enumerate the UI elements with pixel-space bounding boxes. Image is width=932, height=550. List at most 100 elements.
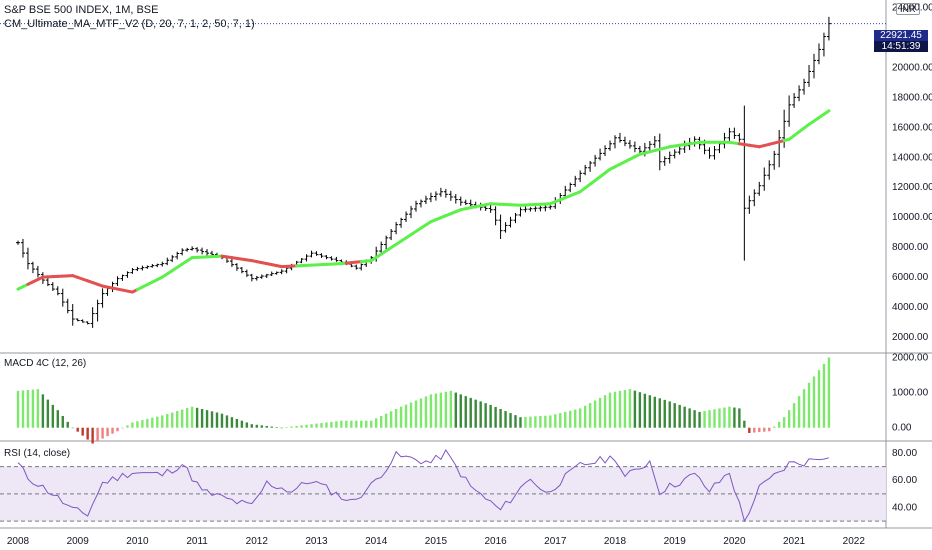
time-axis-tick: 2014 [365,536,388,547]
ohlc-bar [617,132,622,143]
macd-bar [593,400,597,428]
macd-bar [136,421,139,428]
macd-bar [643,393,647,428]
macd-bar [733,407,736,428]
ohlc-bar [608,140,613,151]
ohlc-bar [25,247,30,270]
macd-bar [379,416,383,428]
macd-bar [564,411,567,428]
ohlc-bar [205,249,210,256]
rsi-axis-tick: 80.00 [892,448,917,459]
time-axis-tick: 2019 [664,536,687,547]
macd-bar [529,416,532,428]
ohlc-bar [498,214,503,240]
ohlc-bar [513,212,518,224]
macd-bar [384,413,388,428]
macd-bar [270,426,273,428]
macd-bar [703,411,706,428]
macd-bar [588,403,592,428]
macd-bar [240,420,244,428]
macd-bar [414,400,418,428]
ohlc-bar [538,205,543,212]
macd-bar [46,399,50,428]
ohlc-bar [588,160,593,172]
ohlc-bar [802,78,807,95]
ohlc-bar [593,154,598,167]
macd-bar [51,404,55,428]
ohlc-bar [792,93,797,108]
ohlc-bar [399,217,404,228]
ohlc-bar [150,264,155,268]
time-axis-tick: 2016 [484,536,507,547]
macd-bar [41,394,45,428]
macd-bar [31,389,35,428]
macd-bar [355,420,358,428]
ohlc-bar [657,133,662,171]
macd-bar [71,427,74,429]
macd-bar [409,402,413,428]
ohlc-bar [45,277,50,287]
macd-bar [310,424,313,428]
macd-bar [812,376,816,428]
macd-bar [479,401,482,428]
last-price-tag: 22921.45 14:51:39 [874,30,928,52]
macd-bar [360,420,363,428]
ohlc-bar [672,149,677,159]
macd-bar [215,412,219,428]
macd-bar [469,397,472,428]
ohlc-bar [767,160,772,180]
macd-bar [280,427,283,429]
macd-bar [345,420,348,428]
macd-bar [648,395,652,428]
ohlc-bar [613,135,617,149]
macd-bar [464,396,467,428]
ohlc-bar [573,175,578,187]
ohlc-bar [433,191,438,201]
macd-bar [618,390,622,428]
ohlc-bar [816,43,821,65]
macd-bar [434,393,438,428]
time-axis-tick: 2018 [604,536,627,547]
macd-bar [260,425,263,428]
ohlc-bar [598,148,603,161]
macd-bar [320,423,323,428]
macd-bar [26,389,30,428]
macd-bar [673,403,676,428]
macd-bar [534,416,537,428]
ohlc-bar [309,250,314,258]
macd-bar [141,420,144,428]
ohlc-bar [463,199,468,206]
macd-bar [723,407,726,428]
macd-bar [375,418,378,428]
price-axis-tick: 12000.00 [892,182,932,193]
currency-badge[interactable]: INR [896,3,920,15]
rsi-axis-tick: 40.00 [892,503,917,514]
ohlc-bar [722,132,727,149]
ohlc-bar [75,318,80,322]
macd-bar [335,421,338,428]
macd-bar [807,382,811,428]
ohlc-bar [797,85,802,102]
time-axis-tick: 2011 [186,536,208,547]
ohlc-bar [324,255,329,260]
macd-bar [738,408,741,428]
ohlc-bar [622,136,627,147]
macd-bar [305,424,308,428]
macd-bar [365,420,368,428]
ohlc-bar [707,147,712,159]
macd-bar [554,414,557,428]
macd-bar [638,392,642,428]
time-axis-tick: 2013 [305,536,328,547]
macd-bar [658,398,661,428]
macd-bar [235,418,239,428]
rsi-line [17,449,830,523]
macd-bar [514,415,517,428]
ohlc-bar [458,196,463,206]
ohlc-bar [135,266,140,272]
ohlc-bar [821,32,826,57]
ohlc-bar [115,276,120,286]
macd-bar [195,407,199,428]
macd-bar [300,425,303,428]
ohlc-bar [175,251,180,260]
